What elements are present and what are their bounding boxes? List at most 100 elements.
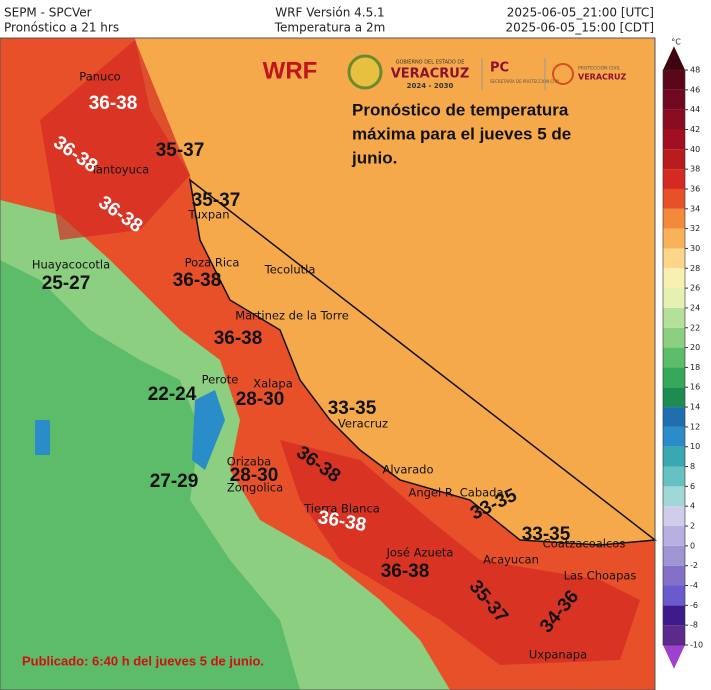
colorbar-tick-label: 44 — [690, 105, 700, 114]
cold-spot — [192, 390, 225, 470]
city-label: Huayacocotla — [32, 258, 110, 272]
city-label: Las Choapas — [564, 569, 637, 583]
colorbar-swatch — [663, 585, 685, 606]
colorbar-tick-label: -10 — [690, 641, 703, 650]
colorbar-swatch — [663, 169, 685, 189]
colorbar-tick-label: 14 — [690, 403, 700, 412]
colorbar-swatch — [663, 486, 685, 507]
colorbar-swatch — [663, 367, 685, 388]
logo-text: PROTECCIÓN CIVIL — [578, 65, 621, 72]
colorbar-swatch — [663, 208, 685, 229]
temperature-range: 35-37 — [156, 140, 205, 161]
colorbar-tick-label: 4 — [690, 502, 695, 511]
colorbar-tick-label: 30 — [690, 244, 700, 253]
colorbar-swatch — [663, 426, 685, 447]
colorbar-unit: °C — [671, 38, 681, 47]
land-cool — [0, 260, 300, 690]
temperature-range: 27-29 — [150, 471, 199, 492]
map-frame — [0, 37, 656, 690]
colorbar-tick-label: 0 — [690, 541, 695, 550]
logo-text: SECRETARÍA DE PROTECCIÓN CIVIL — [490, 79, 561, 84]
colorbar-frame — [662, 69, 686, 646]
temperature-range: 36-38 — [214, 328, 263, 349]
header-left: SEPM - SPCVer — [4, 6, 92, 20]
city-label: Coatzacoalcos — [543, 537, 626, 551]
colorbar-swatch — [663, 288, 685, 308]
colorbar-swatch — [663, 545, 685, 566]
colorbar-tick-label: 38 — [690, 165, 700, 174]
colorbar-swatch — [663, 149, 685, 170]
colorbar-swatch — [663, 565, 685, 586]
city-label: Tierra Blanca — [303, 502, 380, 516]
temperature-range: 36-38 — [173, 270, 222, 291]
city-label: Acayucan — [483, 553, 539, 567]
colorbar-extend — [663, 46, 685, 70]
colorbar-tick-label: 6 — [690, 482, 695, 491]
city-label: José Azueta — [386, 546, 454, 560]
colorbar-tick-label: 20 — [690, 343, 700, 352]
colorbar-tick-label: 36 — [690, 184, 700, 193]
hot-north — [40, 40, 190, 240]
forecast-text: Pronóstico de temperatura — [352, 100, 569, 119]
colorbar-extend — [663, 645, 685, 669]
colorbar-tick-label: 12 — [690, 422, 700, 431]
coastline — [188, 178, 657, 546]
forecast-text: junio. — [351, 148, 397, 167]
published-note: Publicado: 6:40 h del jueves 5 de junio. — [22, 653, 264, 668]
colorbar-swatch — [663, 89, 685, 110]
colorbar-swatch — [663, 347, 685, 368]
colorbar-swatch — [663, 466, 685, 487]
header-right: 2025-06-05_15:00 [CDT] — [506, 21, 654, 35]
map — [0, 37, 657, 690]
city-label: Martinez de la Torre — [235, 309, 349, 323]
colorbar-tick-label: 28 — [690, 264, 700, 273]
colorbar-tick-label: 40 — [690, 145, 700, 154]
colorbar-swatch — [663, 407, 685, 427]
logo-text: VERACRUZ — [391, 67, 470, 82]
logo-seal — [347, 54, 383, 90]
logo-text: PC — [490, 61, 509, 76]
colorbar-swatch — [663, 307, 685, 328]
colorbar-swatch — [663, 268, 685, 289]
colorbar-tick-label: 22 — [690, 323, 700, 332]
colorbar-swatch — [663, 228, 685, 249]
colorbar-tick-label: 46 — [690, 85, 700, 94]
colorbar-swatch — [663, 109, 685, 130]
colorbar-swatch — [663, 446, 685, 467]
city-label: Veracruz — [338, 417, 388, 431]
city-label: Angel R. Cabada — [408, 486, 503, 500]
colorbar-tick-label: -2 — [690, 561, 698, 570]
temperature-range: 28-30 — [230, 465, 279, 486]
header-right: 2025-06-05_21:00 [UTC] — [507, 6, 654, 20]
colorbar-tick-label: 42 — [690, 125, 700, 134]
colorbar-swatch — [663, 625, 685, 645]
city-label: Alvarado — [382, 463, 433, 477]
city-label: Orizaba — [227, 455, 271, 469]
temperature-range: 33-35 — [328, 398, 377, 419]
city-label: Poza Rica — [185, 256, 240, 270]
colorbar-tick-label: 8 — [690, 462, 695, 471]
colorbar-tick-label: 26 — [690, 284, 700, 293]
city-label: Tuxpan — [187, 208, 229, 222]
city-label: Tecolutla — [264, 263, 316, 277]
colorbar-swatch — [663, 70, 685, 90]
temperature-range: 25-27 — [42, 273, 91, 294]
colorbar-tick-label: 16 — [690, 383, 700, 392]
colorbar-swatch — [663, 327, 685, 348]
logo-text: 2024 - 2030 — [407, 82, 454, 90]
city-label: Zongolica — [227, 481, 283, 495]
colorbar: -10-8-6-4-202468101214161820222426283032… — [662, 46, 703, 669]
city-label: Xalapa — [253, 377, 293, 391]
colorbar-tick-label: 32 — [690, 224, 700, 233]
city-labels: Panuco Tantoyuca Tuxpan Huayacocotla Poza Ri… — [32, 70, 637, 662]
logo-text: VERACRUZ — [578, 73, 627, 82]
colorbar-swatch — [663, 129, 685, 150]
colorbar-swatch — [663, 248, 685, 269]
colorbar-tick-label: 2 — [690, 522, 695, 531]
logo-text: GOBIERNO DEL ESTADO DE — [396, 60, 465, 66]
temperature-range: 28-30 — [236, 389, 285, 410]
city-label: Uxpanapa — [529, 648, 587, 662]
colorbar-tick-label: 24 — [690, 303, 700, 312]
